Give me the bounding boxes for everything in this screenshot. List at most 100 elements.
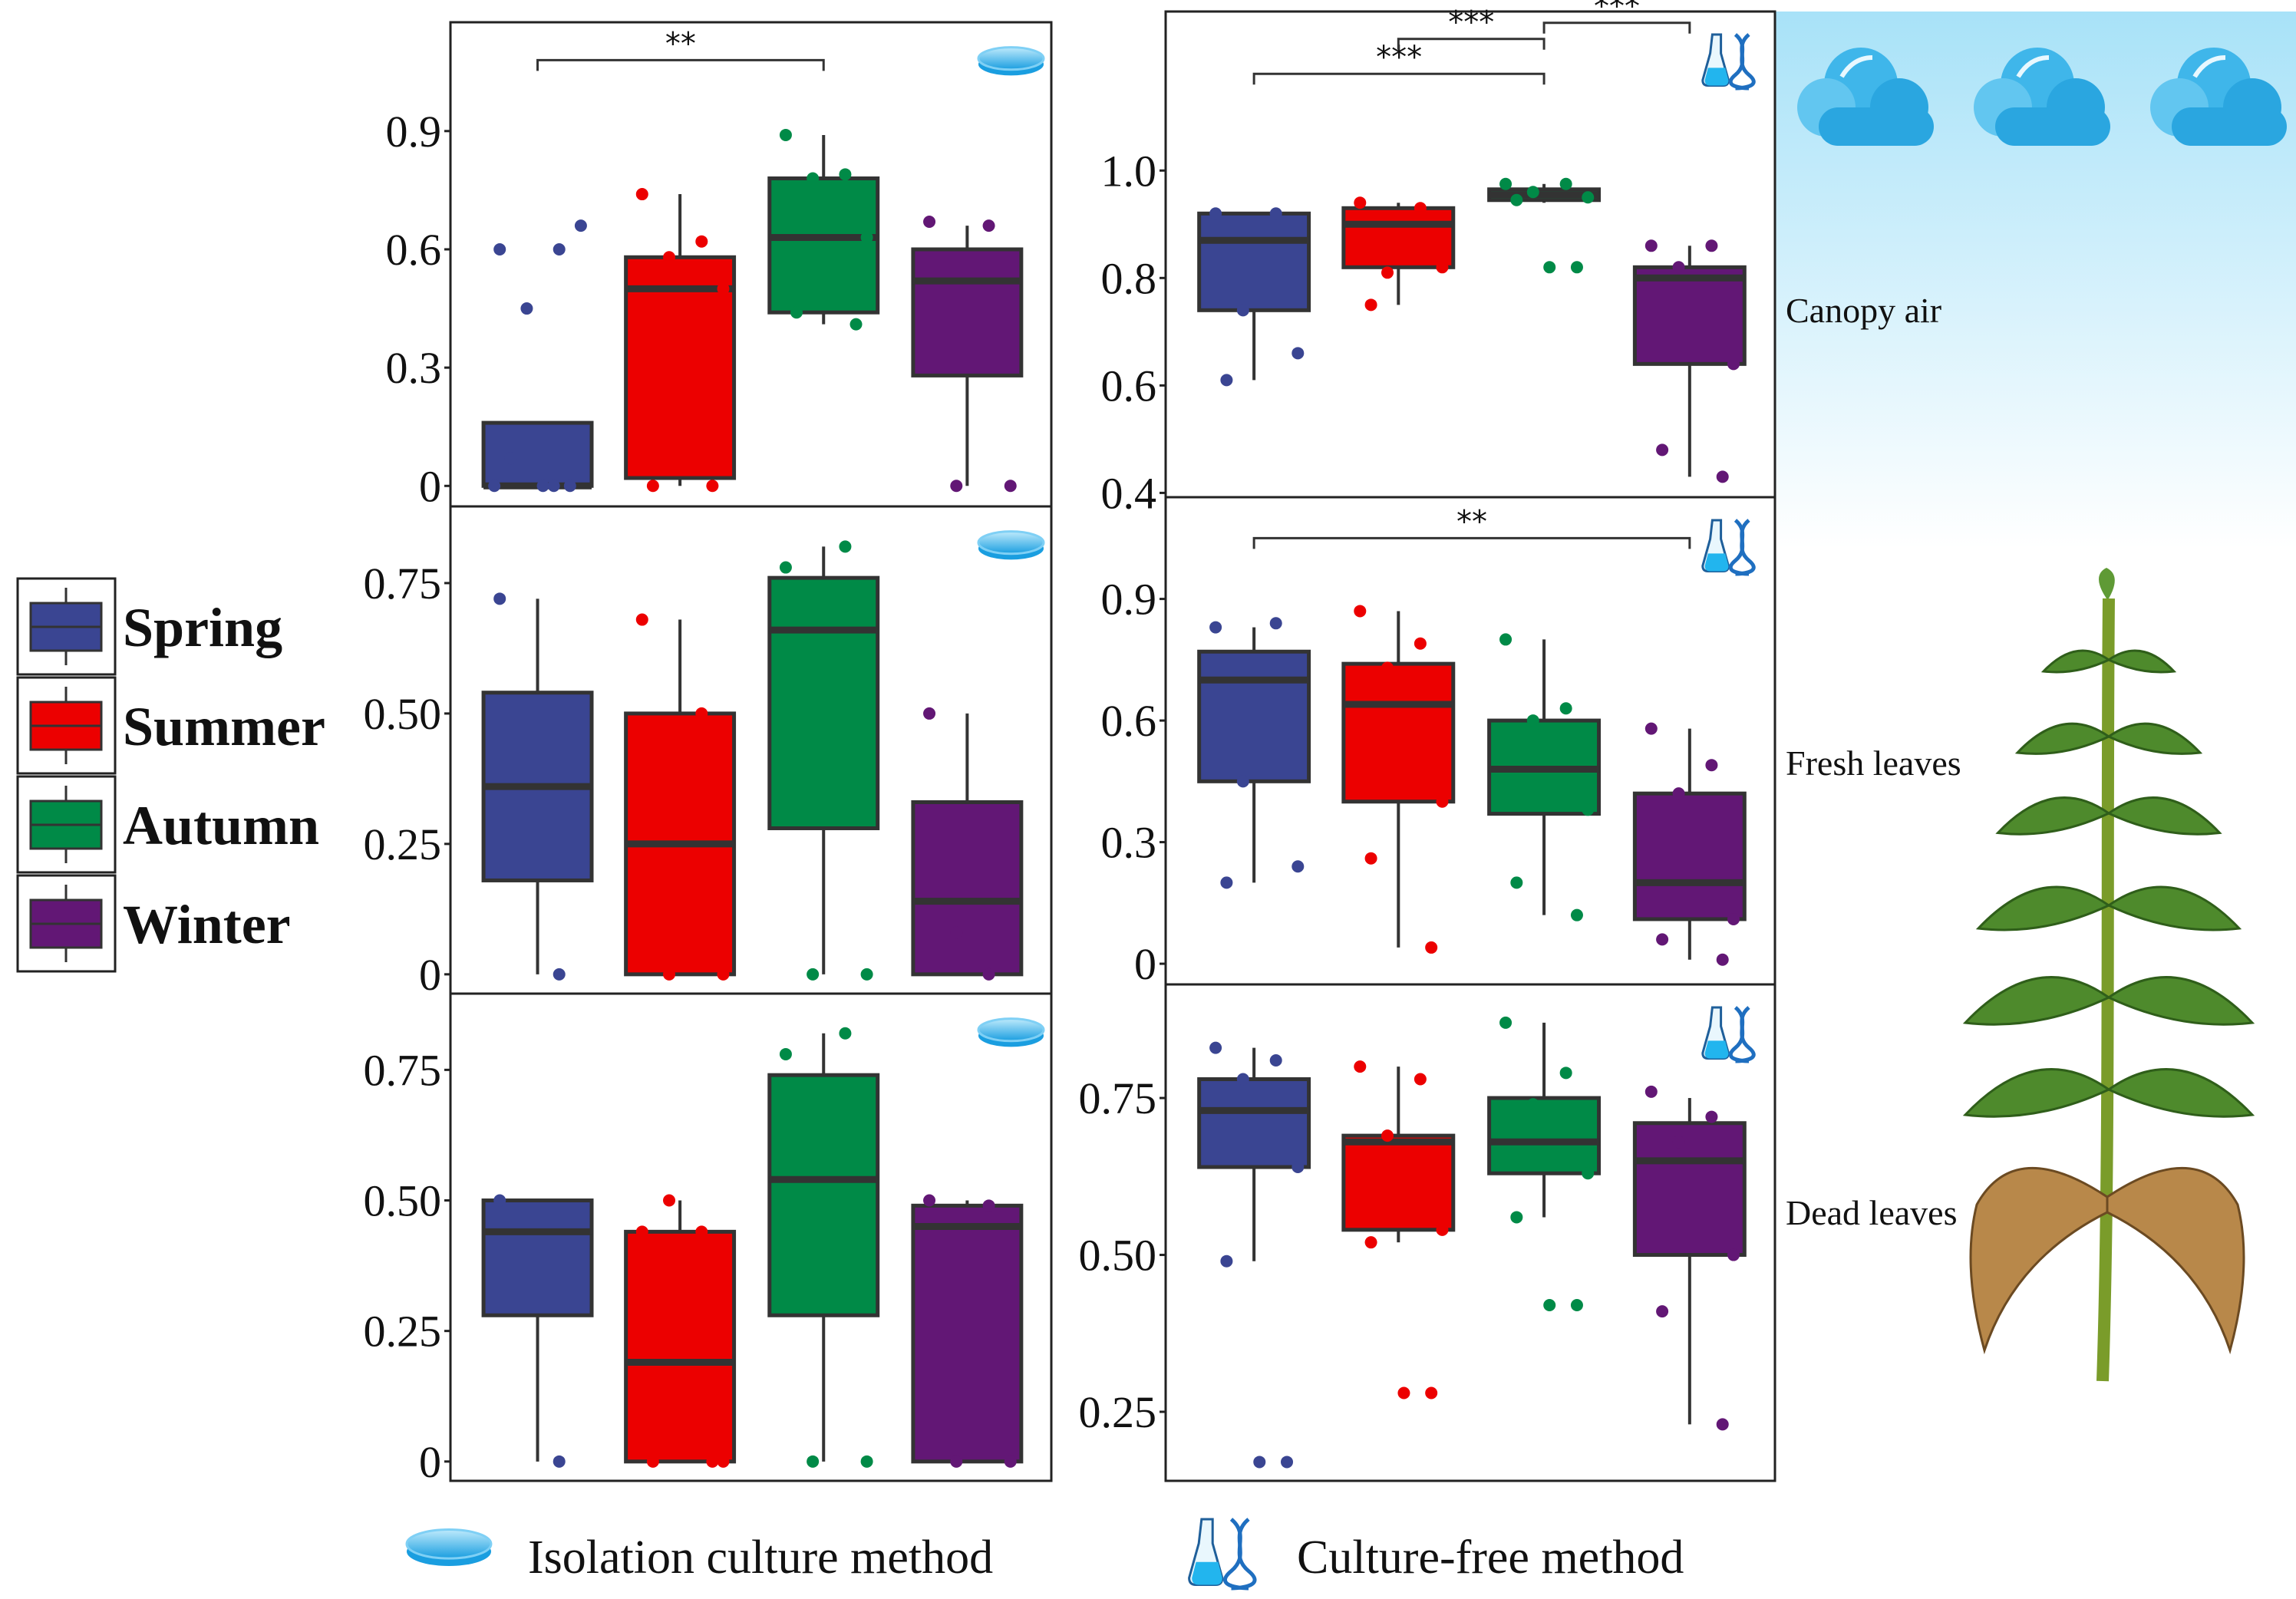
box-iqr	[624, 255, 737, 480]
legend-item-autumn: Autumn	[16, 775, 319, 874]
data-point	[1281, 1456, 1294, 1469]
data-point	[839, 168, 852, 181]
box-autumn	[1487, 633, 1602, 921]
box-iqr	[481, 1198, 594, 1317]
data-point	[1510, 193, 1523, 206]
data-point	[1672, 1136, 1685, 1149]
data-point	[635, 1225, 648, 1238]
cloud-icon	[2150, 48, 2287, 146]
data-point	[1414, 202, 1427, 215]
y-tick-label: 0.50	[1079, 1231, 1157, 1281]
data-point	[1499, 633, 1513, 646]
y-tick-label: 0.6	[386, 225, 442, 275]
data-point	[1499, 1016, 1513, 1029]
box-spring	[481, 592, 594, 981]
cloud-highlight	[2016, 55, 2050, 78]
data-point	[1582, 1167, 1595, 1180]
data-point	[574, 219, 587, 232]
box-autumn	[767, 540, 880, 981]
data-point	[547, 480, 560, 493]
box-winter	[911, 216, 1024, 493]
data-point	[1292, 1161, 1305, 1174]
dna-strand	[1728, 519, 1750, 576]
petri-dish-icon	[405, 1528, 493, 1560]
leaf	[1962, 976, 2111, 1026]
panel-isolation-dead-leaves: 0 0.25 0.50 0.75	[364, 992, 1053, 1487]
flask-liquid	[1192, 1561, 1222, 1585]
y-tick-label: 0.75	[364, 1045, 442, 1095]
data-point	[1543, 1298, 1556, 1311]
data-point	[1727, 912, 1740, 925]
legend-label: Winter	[123, 894, 291, 955]
box-iqr	[1197, 649, 1311, 783]
cloud-highlight	[1839, 55, 1873, 78]
data-point	[717, 282, 730, 295]
data-point	[563, 480, 576, 493]
row-label: Canopy air	[1786, 291, 1941, 330]
y-tick-label: 0.9	[386, 107, 442, 157]
data-point	[1354, 1060, 1367, 1073]
leaf	[2106, 796, 2222, 836]
data-point	[950, 1455, 963, 1468]
data-point	[1364, 1236, 1377, 1249]
data-point	[1559, 177, 1572, 190]
box-iqr	[624, 1229, 737, 1464]
box-winter	[1632, 722, 1747, 966]
leaf	[2106, 649, 2177, 674]
data-point	[1269, 1053, 1282, 1067]
data-point	[695, 1225, 708, 1238]
data-point	[1209, 1041, 1222, 1054]
data-point	[1354, 196, 1367, 209]
data-point	[1727, 1248, 1740, 1261]
data-point	[504, 452, 517, 465]
data-point	[493, 1194, 506, 1207]
data-point	[1526, 714, 1539, 727]
box-winter	[911, 707, 1024, 981]
box-iqr	[1632, 1121, 1747, 1258]
dead-leaf	[1969, 1166, 2109, 1355]
box-iqr	[1341, 206, 1456, 269]
data-point	[635, 613, 648, 626]
leaf	[2106, 722, 2203, 755]
data-point	[1220, 1254, 1233, 1268]
data-point	[1381, 661, 1394, 674]
box-summer	[624, 613, 737, 981]
culture-free-method-label: Culture-free method	[1297, 1531, 1684, 1584]
data-point	[1582, 803, 1595, 816]
y-tick-label: 0	[419, 950, 441, 1000]
data-point	[1414, 637, 1427, 650]
box-autumn	[767, 128, 880, 331]
box-summer	[1341, 605, 1456, 954]
data-point	[1381, 266, 1394, 279]
data-point	[553, 968, 566, 981]
box-spring	[1197, 207, 1311, 387]
data-point	[779, 1047, 792, 1060]
box-winter	[1632, 239, 1747, 483]
data-point	[1436, 1223, 1449, 1236]
data-point	[779, 561, 792, 574]
box-summer	[624, 188, 737, 493]
significance-label: **	[665, 26, 696, 61]
flask-liquid	[1704, 553, 1729, 572]
dna-icon	[1229, 1518, 1257, 1591]
data-point	[807, 172, 820, 185]
petri-dish-icon	[977, 530, 1045, 556]
data-point	[982, 968, 995, 981]
box-iqr	[911, 1203, 1024, 1464]
dead-leaf	[2106, 1166, 2245, 1355]
data-point	[1526, 1098, 1539, 1111]
data-point	[1236, 304, 1249, 317]
cloud-icon	[1974, 48, 2110, 146]
dna-strand	[1728, 1006, 1750, 1063]
isolation-method-label: Isolation culture method	[528, 1531, 993, 1584]
leaf	[2106, 885, 2242, 931]
y-tick-label: 1.0	[1101, 146, 1157, 196]
data-point	[1644, 722, 1658, 735]
data-point	[1705, 759, 1718, 772]
data-point	[1209, 621, 1222, 634]
data-point	[1425, 941, 1438, 954]
data-point	[1559, 702, 1572, 715]
data-point	[1526, 186, 1539, 199]
box-iqr	[1341, 1133, 1456, 1232]
